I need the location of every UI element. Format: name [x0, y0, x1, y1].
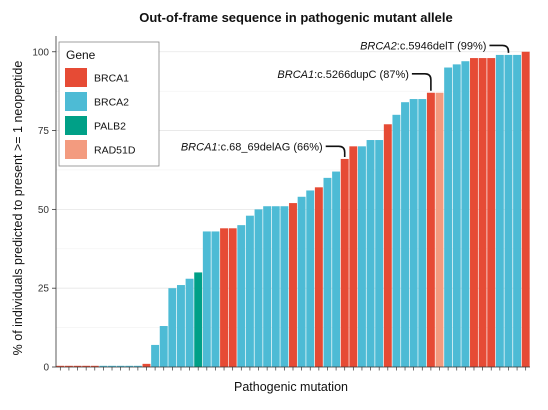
bar-brca1 — [228, 228, 237, 367]
bar-brca2 — [366, 140, 375, 367]
y-tick-label: 75 — [38, 126, 50, 137]
bar-brca1 — [142, 363, 151, 367]
bar-brca1 — [470, 58, 478, 368]
bar-brca2 — [254, 209, 263, 367]
bar-brca2 — [151, 344, 160, 367]
bar-brca2 — [495, 54, 504, 368]
bar-brca1 — [349, 146, 358, 367]
bar-brca2 — [176, 285, 185, 367]
annotation-label: BRCA2:c.5946delT (99%) — [360, 40, 486, 52]
x-axis — [56, 366, 530, 371]
legend-key-brca1 — [65, 68, 87, 87]
legend: Gene BRCA1 BRCA2 PALB2 RAD51D — [58, 41, 160, 167]
bar-brca2 — [375, 140, 384, 367]
bar-brca2 — [237, 225, 246, 367]
y-axis: 0 25 50 75 100 — [32, 36, 57, 374]
bar-brca2 — [392, 114, 401, 367]
x-axis-title: Pathogenic mutation — [234, 380, 348, 394]
bar-brca2 — [297, 196, 306, 367]
bar-brca1 — [426, 92, 435, 367]
legend-key-palb2 — [65, 116, 87, 135]
y-tick-label: 50 — [38, 205, 50, 216]
bar-brca1 — [56, 365, 65, 367]
bar-brca2 — [306, 190, 315, 367]
bar-brca2 — [211, 231, 220, 367]
bar-brca2 — [185, 278, 194, 367]
bar-rad51d — [435, 92, 444, 367]
bar-brca2 — [263, 206, 272, 367]
bar-brca2 — [401, 102, 410, 367]
bar-brca2 — [332, 171, 341, 367]
bar-brca2 — [418, 99, 427, 368]
legend-key-brca2 — [65, 92, 87, 111]
bar-brca1 — [478, 58, 487, 368]
annotation-leader — [411, 73, 432, 91]
bar-brca1 — [314, 187, 323, 367]
bar-brca1 — [487, 58, 496, 368]
legend-label-brca1: BRCA1 — [94, 73, 129, 85]
bar-brca2 — [409, 99, 418, 368]
bar-brca2 — [202, 231, 211, 367]
bar-brca1 — [90, 365, 99, 367]
bar-brca1 — [82, 365, 91, 367]
bars — [56, 51, 530, 368]
bar-brca2 — [116, 365, 125, 367]
legend-label-brca2: BRCA2 — [94, 97, 129, 109]
bar-brca2 — [323, 177, 332, 367]
bar-brca2 — [99, 365, 108, 367]
bar-brca2 — [504, 54, 513, 368]
y-axis-title: % of individuals predicted to present >=… — [11, 61, 25, 356]
bar-brca2 — [461, 61, 470, 367]
legend-key-rad51d — [65, 140, 87, 159]
legend-title: Gene — [66, 48, 96, 62]
bar-brca1 — [521, 51, 530, 368]
bar-brca1 — [289, 203, 297, 367]
bar-brca2 — [108, 365, 116, 367]
bar-brca2 — [452, 64, 461, 367]
bar-palb2 — [194, 272, 203, 367]
bar-brca2 — [245, 215, 254, 367]
annotations: BRCA2:c.5946delT (99%) BRCA1:c.5266dupC (… — [181, 40, 510, 157]
annotation-leader — [325, 145, 346, 157]
annotation-leader — [489, 44, 510, 53]
legend-label-rad51d: RAD51D — [94, 145, 136, 157]
bar-brca2 — [133, 365, 142, 367]
bar-brca2 — [159, 326, 168, 367]
bar-brca2 — [280, 206, 289, 367]
annotation-label: BRCA1:c.5266dupC (87%) — [277, 69, 408, 81]
bar-brca2 — [168, 288, 177, 367]
y-tick-label: 0 — [43, 363, 49, 374]
bar-brca2 — [271, 206, 280, 367]
bar-brca1 — [73, 365, 82, 367]
y-tick-label: 25 — [38, 284, 50, 295]
bar-brca2 — [357, 146, 366, 367]
chart-title: Out-of-frame sequence in pathogenic muta… — [139, 10, 453, 25]
legend-label-palb2: PALB2 — [94, 121, 126, 133]
bar-brca1 — [64, 365, 73, 367]
annotation-label: BRCA1:c.68_69delAG (66%) — [181, 141, 323, 153]
bar-brca1 — [383, 124, 392, 368]
bar-brca2 — [125, 365, 134, 367]
bar-brca2 — [513, 54, 522, 368]
bar-brca1 — [220, 228, 229, 367]
y-tick-label: 100 — [32, 47, 49, 58]
bar-brca2 — [444, 67, 453, 368]
bar-brca1 — [340, 158, 349, 367]
